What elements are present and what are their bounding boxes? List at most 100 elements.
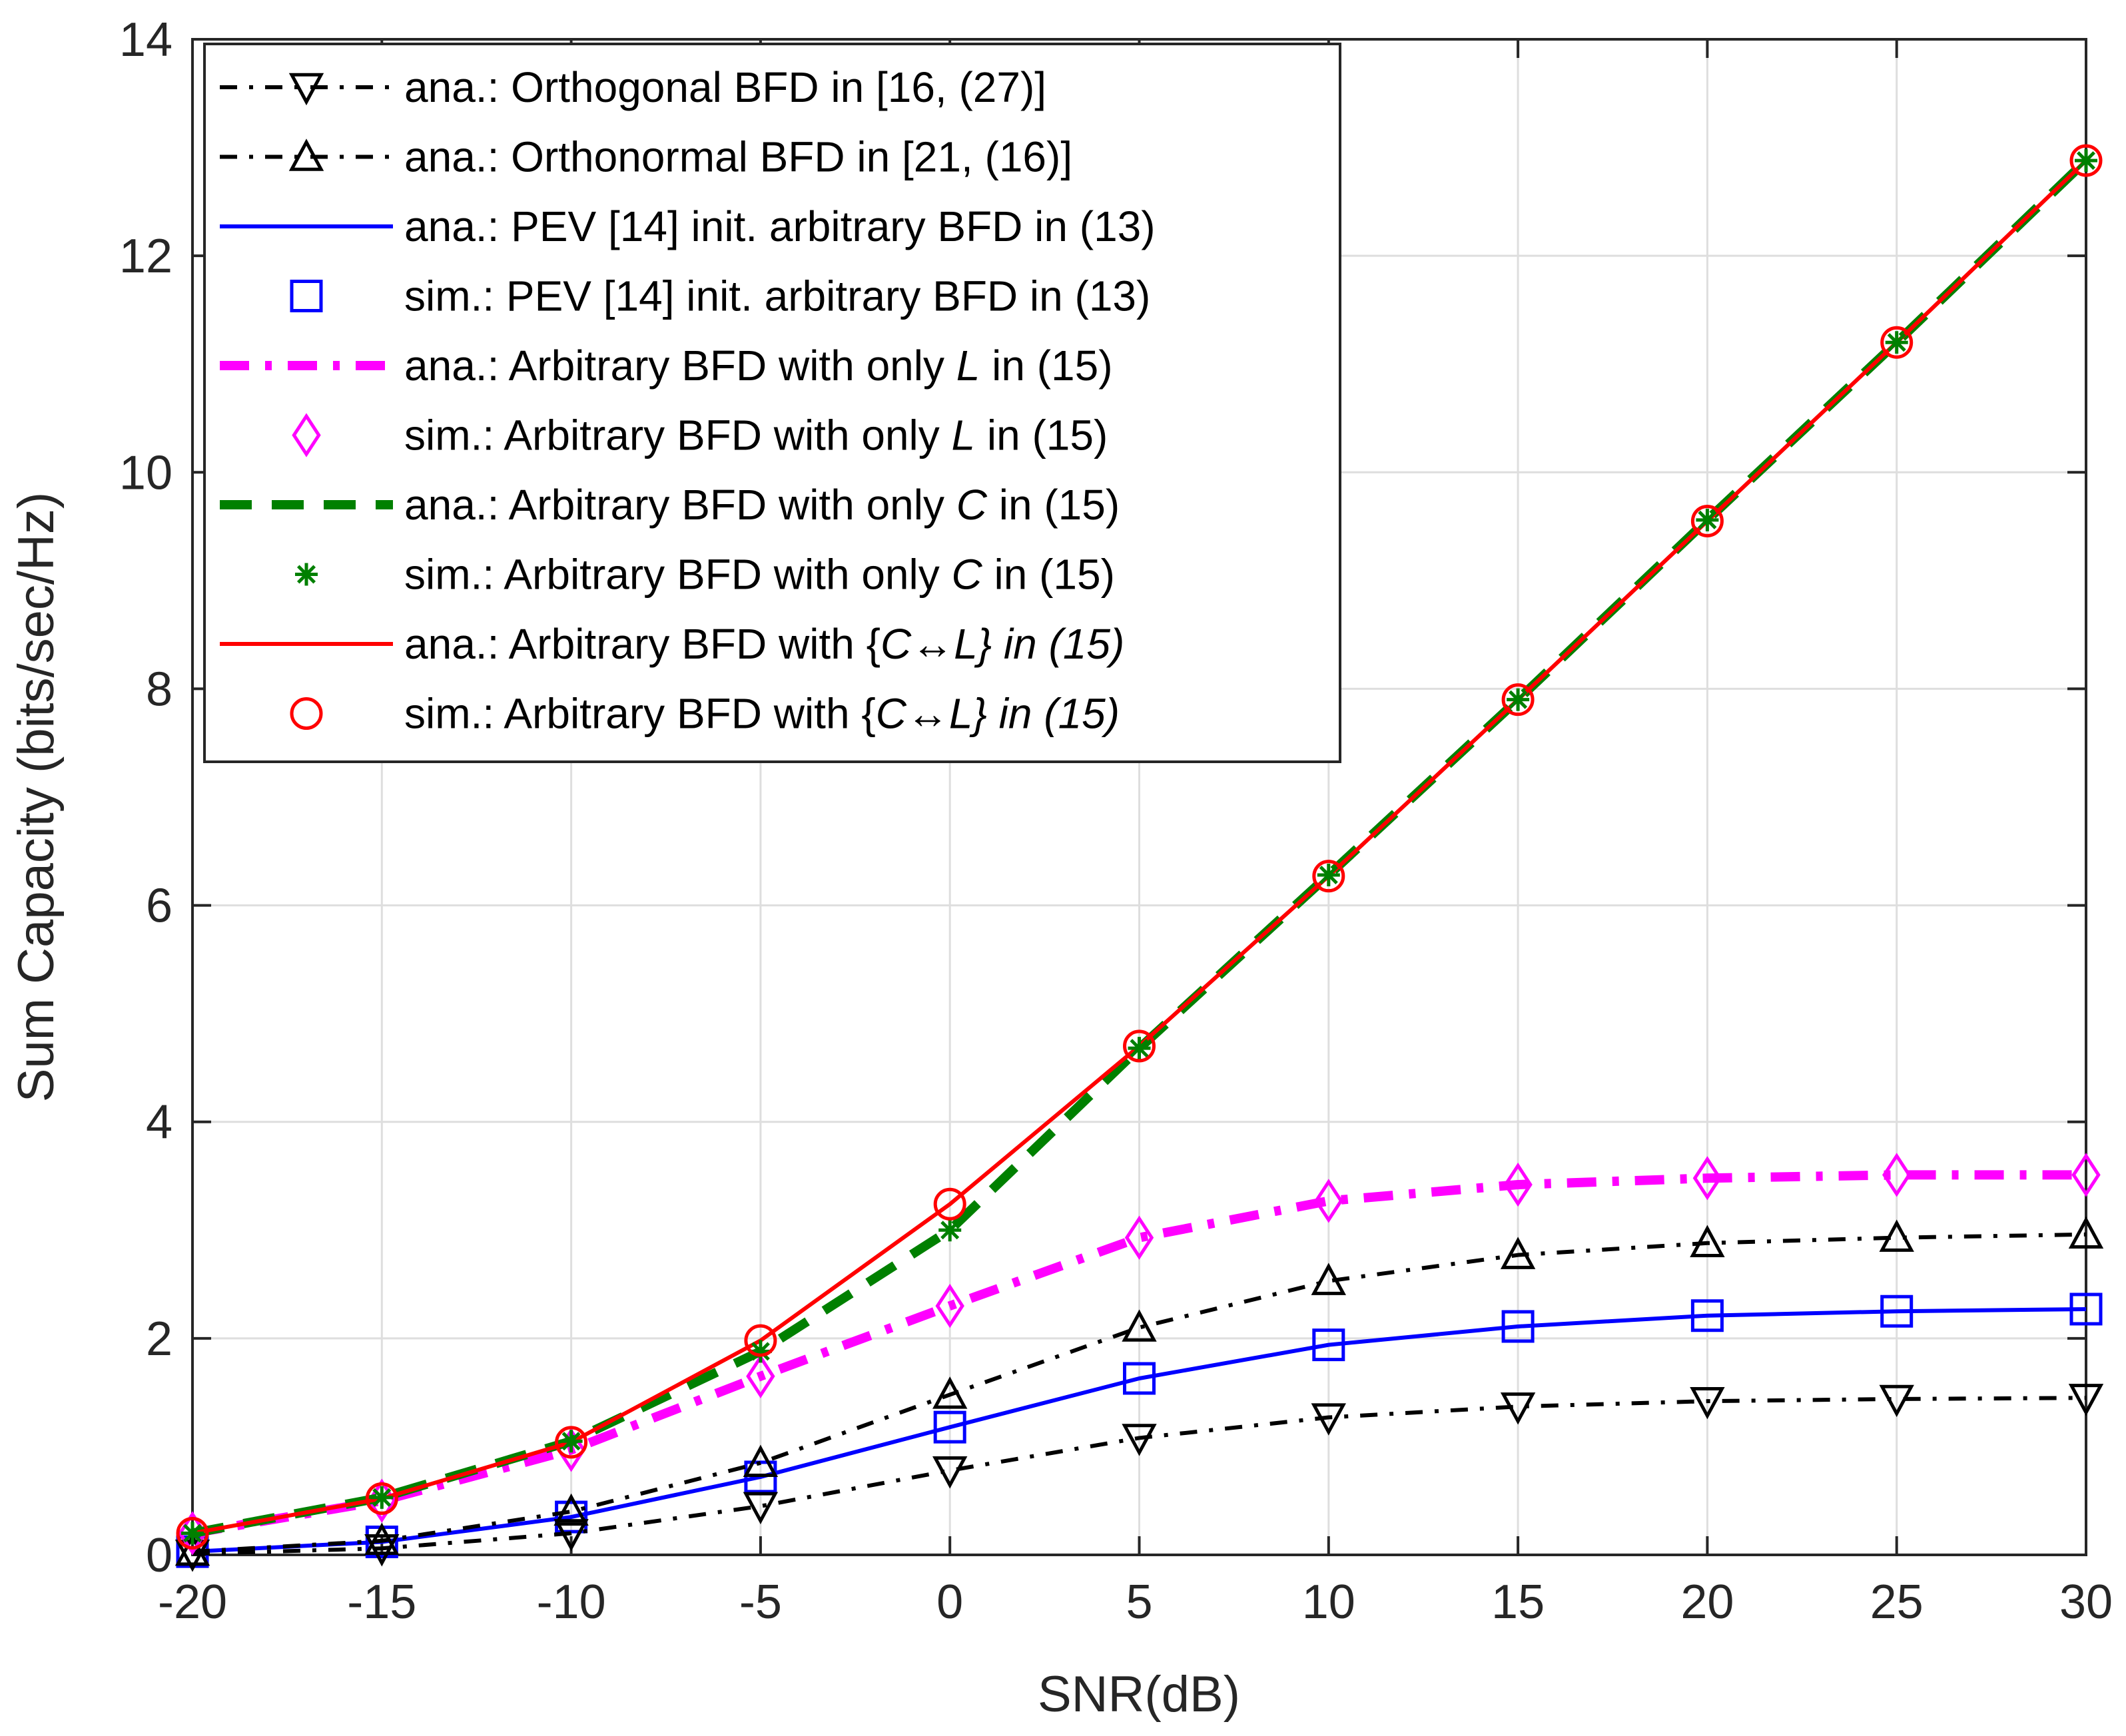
x-tick-label: 30: [2059, 1576, 2113, 1629]
legend-label-suffix: in (15): [975, 412, 1108, 459]
legend-label: sim.: Arbitrary BFD with only C in (15): [404, 551, 1115, 599]
series-line: [191, 1170, 2086, 1538]
x-tick-label: -10: [537, 1576, 606, 1629]
legend-label: ana.: Arbitrary BFD with only L in (15): [404, 342, 1113, 390]
data-point: [744, 1324, 777, 1357]
x-tick-label: 25: [1870, 1576, 1924, 1629]
legend-label: ana.: Arbitrary BFD with only C in (15): [404, 481, 1120, 529]
y-tick-label: 8: [146, 663, 173, 716]
data-point: [749, 1340, 772, 1363]
data-point: [2069, 1293, 2103, 1326]
legend-label-text: ana.: Orthogonal BFD in [16, (27)]: [404, 63, 1046, 111]
data-point: [364, 1534, 400, 1567]
legend-label-variable: L: [956, 342, 980, 390]
data-point: [1123, 1029, 1156, 1063]
y-tick-label: 0: [146, 1529, 173, 1582]
data-point: [1690, 1386, 1725, 1420]
legend-entry: ana.: Arbitrary BFD with only C in (15): [220, 481, 1120, 529]
legend-label: sim.: PEV [14] init. arbitrary BFD in (1…: [404, 272, 1150, 320]
legend-label-text: sim.: Arbitrary BFD with only: [404, 412, 952, 459]
legend-marker: [290, 280, 323, 312]
legend-marker: [290, 697, 323, 730]
data-point: [553, 1519, 589, 1552]
data-point: [743, 1444, 779, 1478]
data-point: [1880, 1295, 1914, 1328]
legend-label-text: ana.: PEV [14] init. arbitrary BFD in (1…: [404, 202, 1156, 250]
data-point: [933, 1187, 966, 1221]
series-line: [192, 1396, 2087, 1556]
data-point: [935, 1283, 964, 1328]
data-point: [553, 1493, 589, 1526]
y-axis: 0 2 4 6 8 10 12 14: [119, 13, 2086, 1582]
data-point: [1311, 1263, 1346, 1295]
data-point: [1312, 1328, 1345, 1362]
legend-label: ana.: Orthogonal BFD in [16, (27)]: [404, 63, 1046, 111]
y-tick-label: 10: [119, 446, 173, 499]
data-point: [2068, 1216, 2104, 1249]
data-point: [555, 1426, 588, 1459]
series-7: [181, 149, 2097, 1545]
data-point: [1879, 1384, 1914, 1418]
legend-marker: [292, 413, 321, 457]
data-point: [1879, 1219, 1914, 1252]
data-point: [1122, 1309, 1157, 1342]
data-point: [1312, 860, 1345, 893]
legend-entry: ana.: Orthonormal BFD in [21, (16)]: [220, 133, 1072, 181]
y-tick-label: 6: [146, 880, 173, 933]
legend-entry: ana.: Arbitrary BFD with {C↔L} in (15): [220, 620, 1124, 668]
data-point: [1500, 1392, 1536, 1425]
data-point: [1314, 1179, 1343, 1223]
data-point: [1692, 1156, 1722, 1201]
data-point: [1503, 1162, 1533, 1207]
y-tick-label: 12: [119, 230, 173, 283]
legend-label-variable: L: [952, 412, 976, 459]
data-point: [1128, 1037, 1151, 1060]
data-point: [2071, 1153, 2101, 1197]
series-4: [191, 1170, 2086, 1538]
data-point: [1501, 1310, 1535, 1343]
data-point: [1500, 1237, 1536, 1269]
data-point: [1317, 864, 1340, 887]
legend-label: ana.: PEV [14] init. arbitrary BFD in (1…: [404, 202, 1156, 250]
series-1: [175, 1216, 2104, 1566]
series-2: [192, 1306, 2087, 1554]
legend-entry: sim.: PEV [14] init. arbitrary BFD in (1…: [290, 272, 1150, 320]
legend-label-suffix: in (15): [980, 342, 1112, 390]
legend-marker: [288, 73, 324, 106]
legend-label-variable: C: [956, 481, 988, 529]
x-tick-label: 10: [1302, 1576, 1355, 1629]
data-point: [2075, 149, 2097, 172]
data-point: [938, 1219, 962, 1242]
legend-entry: sim.: Arbitrary BFD with {C↔L} in (15): [290, 690, 1120, 738]
data-point: [2069, 144, 2103, 177]
data-point: [1885, 331, 1908, 354]
x-tick-label: 15: [1491, 1576, 1545, 1629]
legend-label: ana.: Orthonormal BFD in [21, (16)]: [404, 133, 1072, 181]
legend-entry: ana.: Orthogonal BFD in [16, (27)]: [220, 63, 1046, 111]
legend-label-text: ana.: Arbitrary BFD with only: [404, 481, 956, 529]
legend-label-text: ana.: Orthonormal BFD in [21, (16)]: [404, 133, 1072, 181]
data-point: [1507, 688, 1530, 711]
legend: ana.: Orthogonal BFD in [16, (27)] ana.: …: [203, 43, 1341, 763]
x-tick-label: 0: [936, 1576, 963, 1629]
legend-label: sim.: Arbitrary BFD with {C↔L} in (15): [404, 690, 1120, 738]
legend-label-text: sim.: Arbitrary BFD with only: [404, 551, 952, 599]
legend-label-variable: C↔L} in (15): [876, 690, 1120, 738]
data-point: [2068, 1384, 2104, 1416]
legend-label: ana.: Arbitrary BFD with {C↔L} in (15): [404, 620, 1124, 668]
data-point: [559, 1430, 583, 1453]
legend-entry: sim.: Arbitrary BFD with only L in (15): [292, 412, 1108, 459]
data-point: [932, 1456, 968, 1489]
legend-label-text: ana.: Arbitrary BFD with only: [404, 342, 956, 390]
data-point: [932, 1376, 968, 1409]
data-point: [1124, 1215, 1154, 1260]
data-point: [746, 1354, 775, 1398]
x-axis: -20 -15 -10 -5 0 5 10 15 20 25 30: [158, 39, 2113, 1629]
legend-label-suffix: in (15): [987, 481, 1120, 529]
data-point: [364, 1522, 400, 1556]
data-point: [1122, 1424, 1157, 1456]
legend-marker: [295, 563, 318, 586]
data-point: [181, 1522, 204, 1545]
data-point: [1880, 326, 1914, 359]
legend-label: sim.: Arbitrary BFD with only L in (15): [404, 412, 1108, 459]
